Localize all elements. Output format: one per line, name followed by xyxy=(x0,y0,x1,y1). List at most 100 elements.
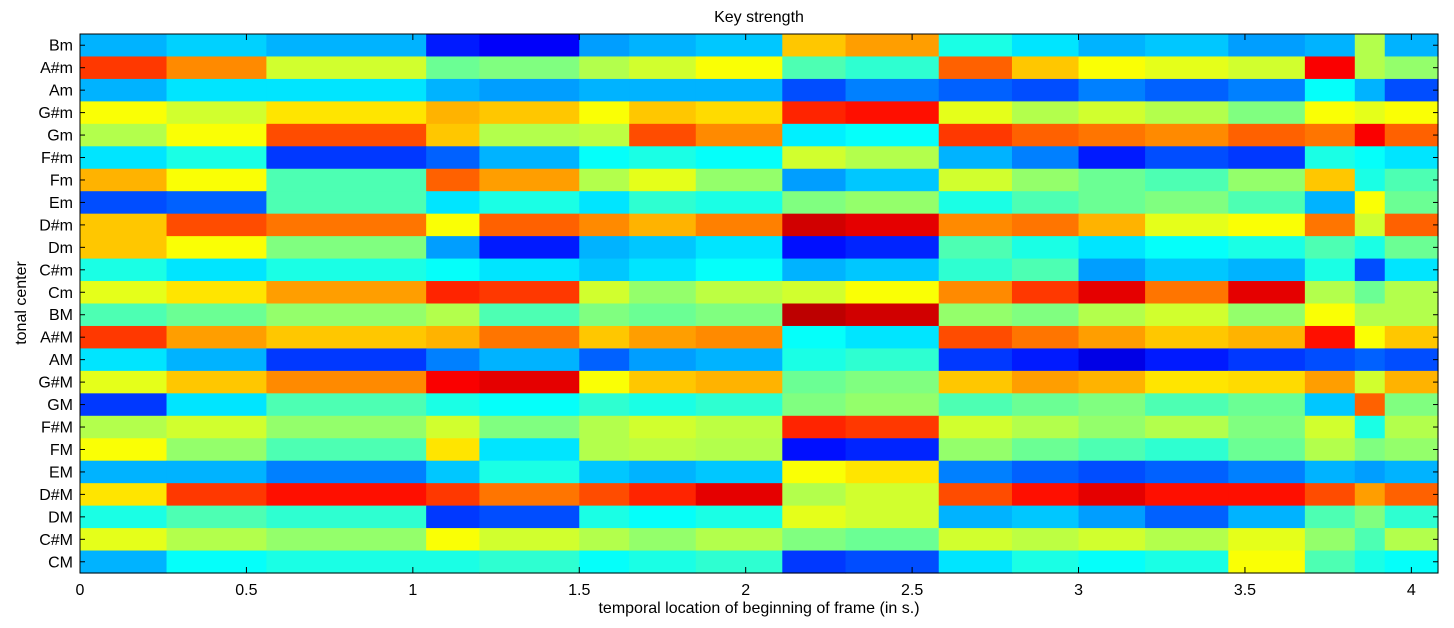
heatmap-cell xyxy=(938,78,1013,102)
heatmap-cell xyxy=(1304,370,1356,394)
y-tick-label: Fm xyxy=(50,172,73,189)
heatmap-cell xyxy=(1011,483,1080,507)
heatmap-cell xyxy=(695,236,783,260)
heatmap-cell xyxy=(1384,213,1439,237)
heatmap-cell xyxy=(80,415,168,439)
heatmap-cell xyxy=(845,438,940,462)
heatmap-cell xyxy=(629,438,697,462)
heatmap-cell xyxy=(579,550,630,574)
heatmap-cell xyxy=(1078,56,1146,80)
heatmap-cell xyxy=(782,438,847,462)
y-axis-tick-labels: Bm A#m Am G#m Gm F#m Fm Em D#m Dm C#m Cm BM A#M AM G#M G… xyxy=(38,38,1438,571)
heatmap-cell xyxy=(782,56,847,80)
heatmap-cell xyxy=(80,56,168,80)
heatmap-cell xyxy=(166,325,267,350)
heatmap-cell xyxy=(80,348,168,372)
heatmap-cell xyxy=(1078,258,1146,282)
heatmap-cell xyxy=(80,34,168,58)
heatmap-cell xyxy=(938,325,1013,350)
heatmap-cell xyxy=(938,393,1013,417)
heatmap-cell xyxy=(1384,123,1439,147)
heatmap-cell xyxy=(1145,34,1229,58)
heatmap-cell xyxy=(80,370,168,394)
heatmap-cell xyxy=(629,550,697,574)
heatmap-cell xyxy=(629,393,697,417)
heatmap-cell xyxy=(426,550,481,574)
heatmap-cell xyxy=(1145,101,1229,125)
heatmap-cell xyxy=(1304,281,1356,305)
heatmap-cell xyxy=(426,325,481,350)
y-tick-label: CM xyxy=(48,554,73,571)
heatmap-cell xyxy=(479,550,580,574)
heatmap-cell xyxy=(166,191,267,215)
heatmap-cell xyxy=(845,281,940,305)
y-tick-label: Bm xyxy=(49,38,73,55)
heatmap-cell xyxy=(1384,505,1439,529)
heatmap-cell xyxy=(938,281,1013,305)
heatmap-cell xyxy=(1078,415,1146,439)
y-tick-label: BM xyxy=(49,307,73,324)
heatmap-cell xyxy=(426,528,481,552)
heatmap-cell xyxy=(1354,213,1386,237)
heatmap-cell xyxy=(1145,168,1229,192)
heatmap-cell xyxy=(1078,348,1146,372)
heatmap-cell xyxy=(1228,281,1306,305)
heatmap-cell xyxy=(1011,460,1080,484)
heatmap-cell xyxy=(1145,505,1229,529)
heatmap-cell xyxy=(266,483,427,507)
y-tick-label: D#m xyxy=(39,217,73,234)
heatmap-cell xyxy=(579,191,630,215)
heatmap-cell xyxy=(579,236,630,260)
x-tick-label: 4 xyxy=(1407,582,1416,599)
heatmap-cell xyxy=(845,168,940,192)
heatmap-cell xyxy=(166,550,267,574)
heatmap-cell xyxy=(1304,348,1356,372)
heatmap-cell xyxy=(266,370,427,394)
heatmap-cell xyxy=(938,34,1013,58)
heatmap-cell xyxy=(1078,146,1146,170)
heatmap-cell xyxy=(1011,56,1080,80)
heatmap-cell xyxy=(1078,393,1146,417)
heatmap-cell xyxy=(1145,191,1229,215)
heatmap-cell xyxy=(166,393,267,417)
heatmap-cell xyxy=(782,236,847,260)
heatmap-cell xyxy=(1228,213,1306,237)
heatmap-cell xyxy=(479,415,580,439)
heatmap-cell xyxy=(695,123,783,147)
heatmap-cell xyxy=(166,56,267,80)
heatmap-cell xyxy=(479,213,580,237)
heatmap-cell xyxy=(1354,505,1386,529)
heatmap-cell xyxy=(1228,168,1306,192)
heatmap-cell xyxy=(1078,505,1146,529)
y-tick-label: A#m xyxy=(40,60,73,77)
heatmap-cell xyxy=(845,415,940,439)
heatmap-cell xyxy=(1228,236,1306,260)
heatmap-cell xyxy=(938,258,1013,282)
heatmap-cell xyxy=(782,483,847,507)
heatmap-cell xyxy=(1354,438,1386,462)
heatmap-cell xyxy=(426,370,481,394)
heatmap-cell xyxy=(695,550,783,574)
heatmap-cell xyxy=(782,123,847,147)
heatmap-cell xyxy=(1078,236,1146,260)
y-tick-label: DM xyxy=(48,509,73,526)
heatmap-cell xyxy=(479,101,580,125)
heatmap-cell xyxy=(1384,191,1439,215)
heatmap-cell xyxy=(479,236,580,260)
heatmap-cell xyxy=(1011,258,1080,282)
heatmap-cell xyxy=(629,191,697,215)
heatmap-cell xyxy=(695,168,783,192)
heatmap-cell xyxy=(1384,415,1439,439)
heatmap-cell xyxy=(166,348,267,372)
heatmap-cell xyxy=(845,550,940,574)
heatmap-cell xyxy=(1145,146,1229,170)
heatmap-cell xyxy=(1228,101,1306,125)
heatmap-cell xyxy=(1354,236,1386,260)
heatmap-cell xyxy=(579,438,630,462)
heatmap-cell xyxy=(479,258,580,282)
y-tick-label: D#M xyxy=(39,487,73,504)
heatmap-cell xyxy=(629,213,697,237)
heatmap-cell xyxy=(426,146,481,170)
heatmap-cell xyxy=(845,213,940,237)
heatmap-cell xyxy=(629,236,697,260)
